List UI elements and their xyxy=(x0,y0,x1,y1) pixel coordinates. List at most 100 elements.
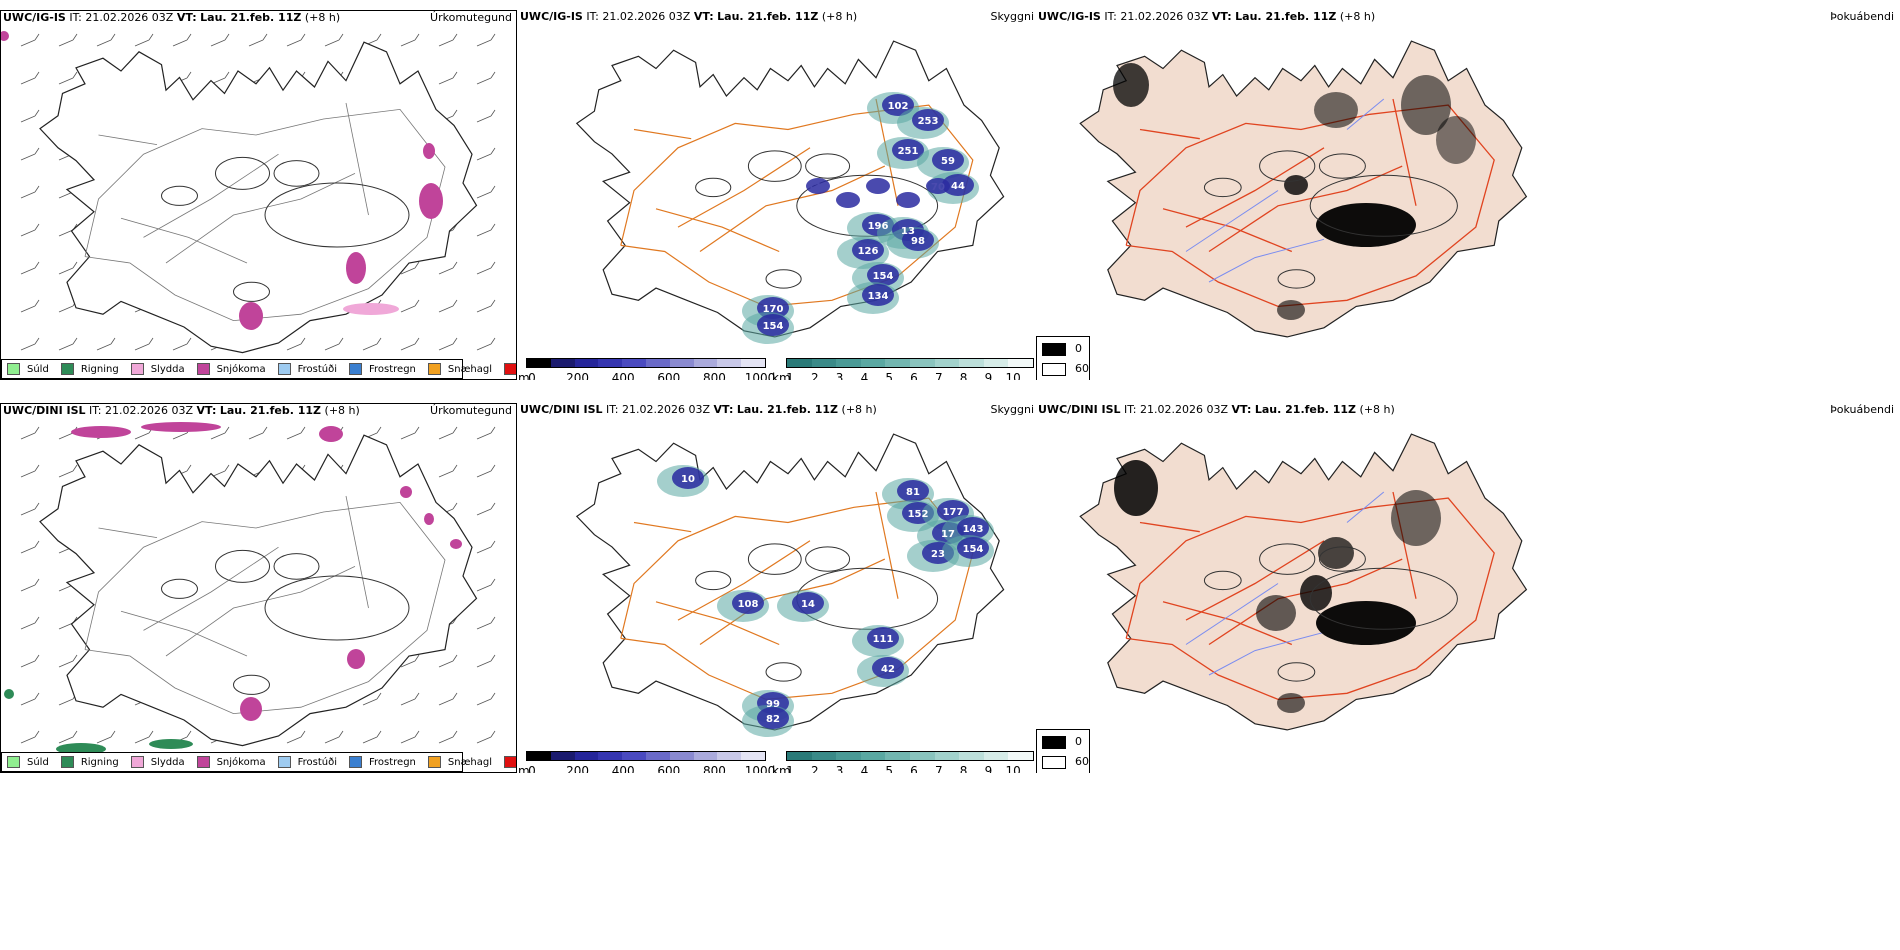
wind-barb xyxy=(438,71,458,85)
wind-barb xyxy=(476,71,496,85)
valid-time: Lau. 21.feb. 11Z xyxy=(717,10,819,23)
colorbar-strip xyxy=(786,358,1034,368)
weather-blob xyxy=(1,31,9,41)
model-name: UWC/DINI ISL xyxy=(3,404,86,417)
colorbar-strip xyxy=(786,751,1034,761)
road-line xyxy=(1162,601,1293,646)
model-name: UWC/IG-IS xyxy=(1038,10,1101,23)
wind-barb xyxy=(58,71,78,85)
legend-swatch xyxy=(277,363,291,375)
colorbar-tick: 1000 xyxy=(744,371,776,380)
wind-barb xyxy=(438,464,458,478)
init-time: 21.02.2026 03Z xyxy=(85,11,174,24)
wind-barb xyxy=(324,730,344,744)
road-line xyxy=(345,102,369,216)
wind-barb xyxy=(20,692,40,706)
fog-swatch-0 xyxy=(1042,343,1066,356)
road-line xyxy=(633,128,692,140)
colorbar-strip xyxy=(526,751,766,761)
road-line xyxy=(120,217,248,264)
legend-label: Snæhagl xyxy=(447,756,493,768)
weather-blob xyxy=(732,592,764,614)
wind-barb xyxy=(58,654,78,668)
legend-swatch xyxy=(60,756,74,768)
legend-label: Snjókoma xyxy=(216,756,266,768)
wind-barb xyxy=(96,730,116,744)
visibility-colorbar: km 1 2 3 4 5 6 7 8 9 10 xyxy=(772,358,1034,380)
glacier-outline xyxy=(747,543,802,575)
wind-barb xyxy=(476,147,496,161)
legend-label: Frostúði xyxy=(297,363,337,375)
legend-swatch xyxy=(130,363,144,375)
colorbar-tick: 10 xyxy=(1005,764,1021,773)
colorbar-segment xyxy=(934,752,960,760)
weather-blob xyxy=(862,284,894,306)
colorbar-segment xyxy=(909,752,935,760)
wind-barb xyxy=(476,109,496,123)
visibility-map: 10 81 152 177 17 23 143 154 108 14 111 42 99 82 xyxy=(575,433,1005,737)
colorbar-segment xyxy=(1008,752,1033,760)
road-line xyxy=(655,208,780,253)
glacier-outline xyxy=(233,674,270,695)
cloud-base-label: 154 xyxy=(763,321,784,332)
wind-barb xyxy=(476,692,496,706)
fog-value-60: 60 xyxy=(1075,362,1089,375)
wind-barb xyxy=(210,33,230,47)
road-line xyxy=(875,491,899,599)
glacier-outline xyxy=(215,549,270,583)
init-time: 21.02.2026 03Z xyxy=(1120,10,1209,23)
init-time: 21.02.2026 03Z xyxy=(602,10,691,23)
colorbar-segment xyxy=(860,359,886,367)
coastline xyxy=(39,434,478,747)
weather-blob xyxy=(892,139,924,161)
colorbar-tick: 1000 xyxy=(744,764,776,773)
wind-barb xyxy=(476,464,496,478)
weather-blob xyxy=(1277,300,1305,320)
river-line xyxy=(1185,583,1279,645)
legend-swatch xyxy=(504,756,516,768)
weather-blob xyxy=(942,174,974,196)
colorbar-tick: 6 xyxy=(910,764,918,773)
weather-blob xyxy=(897,480,929,502)
colorbar-tick: 0 xyxy=(528,371,536,380)
glacier-outline xyxy=(1203,570,1242,591)
weather-blob xyxy=(346,252,366,284)
glacier-outline xyxy=(1318,546,1366,572)
panel-title: Úrkomutegund xyxy=(430,404,512,417)
colorbar-unit: m xyxy=(518,371,530,380)
legend-label: Frostúði xyxy=(297,756,337,768)
colorbar-tick: 3 xyxy=(835,764,844,773)
glacier-outline xyxy=(273,553,320,580)
glacier-outline xyxy=(1318,153,1366,179)
panel-header: UWC/DINI ISL IT: 21.02.2026 03Z VT: Lau.… xyxy=(520,403,877,417)
colorbar-segment xyxy=(645,752,670,760)
colorbar-tick: 0 xyxy=(528,764,536,773)
road-line xyxy=(620,104,974,308)
glacier-outline xyxy=(695,177,732,198)
wind-barb xyxy=(20,223,40,237)
model-name: UWC/DINI ISL xyxy=(520,403,603,416)
wind-barb xyxy=(324,337,344,351)
visibility-colorbar: km 1 2 3 4 5 6 7 8 9 10 xyxy=(772,751,1034,773)
colorbar-tick: 2 xyxy=(810,371,819,380)
legend-item: Frostregn xyxy=(349,756,416,768)
road-line xyxy=(1125,104,1495,308)
vt-label: VT: xyxy=(693,10,714,23)
fog-value-0: 0 xyxy=(1075,342,1082,355)
wind-barb xyxy=(286,426,306,440)
colorbar-tick: 3 xyxy=(835,371,844,380)
road-line xyxy=(677,147,811,228)
cloud-base-label: 177 xyxy=(943,507,964,518)
glacier-outline xyxy=(264,182,410,248)
wind-barb xyxy=(438,33,458,47)
weather-blob xyxy=(1316,203,1416,247)
road-line xyxy=(1125,497,1495,701)
wind-barb xyxy=(476,33,496,47)
legend-swatch xyxy=(130,756,144,768)
weather-blob xyxy=(4,689,14,699)
weather-blob xyxy=(71,426,131,438)
weather-blob xyxy=(419,183,443,219)
wind-barb xyxy=(58,337,78,351)
road-line xyxy=(655,601,780,646)
weather-blob xyxy=(1284,175,1308,195)
